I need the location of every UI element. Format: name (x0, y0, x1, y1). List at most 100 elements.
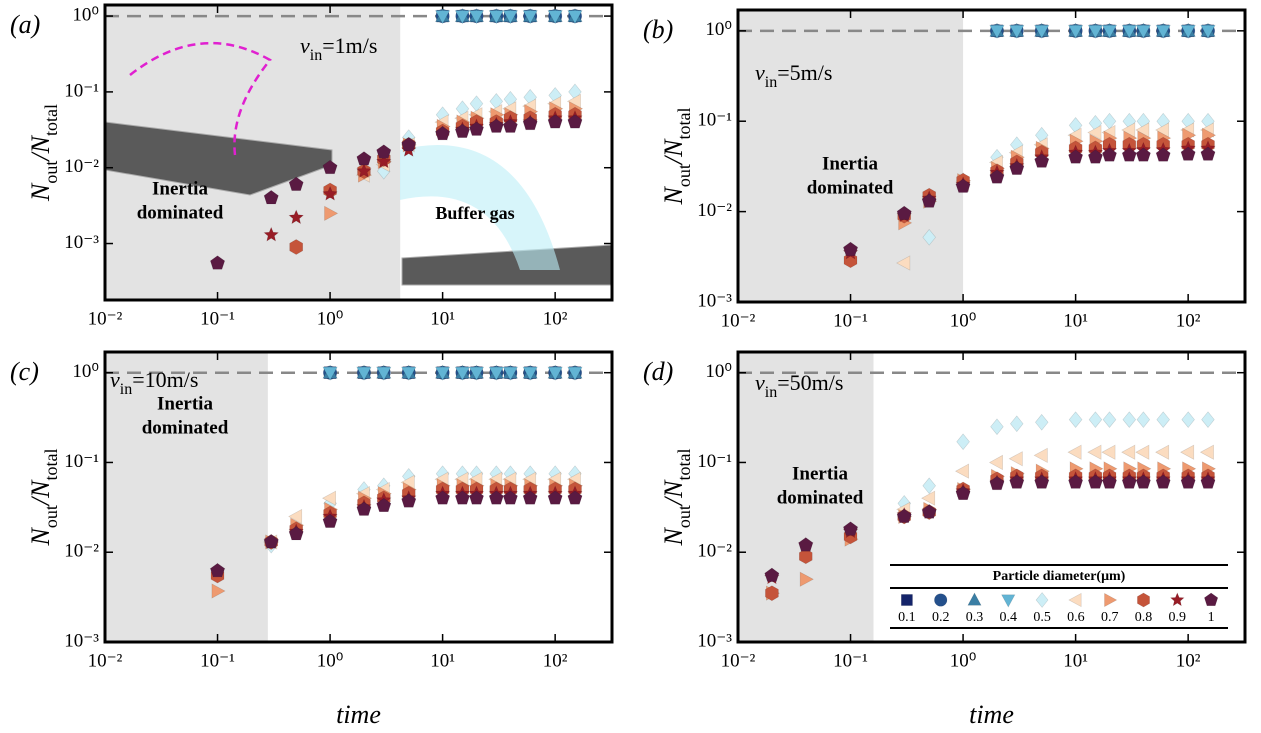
marker (289, 239, 304, 255)
marker (1087, 24, 1104, 39)
marker (356, 366, 372, 381)
marker (522, 490, 538, 505)
legend-label: 0.9 (1169, 610, 1187, 625)
marker (922, 228, 936, 246)
velocity-part: v (755, 60, 765, 85)
panel-label: (a) (10, 10, 40, 39)
y-axis-label-part: out (674, 505, 694, 528)
inertia-label: Inertia (157, 393, 213, 414)
velocity-label: vin=1m/s (300, 33, 377, 64)
y-tick-label: 10⁻³ (64, 630, 99, 651)
y-tick-label: 10⁻² (697, 541, 732, 562)
y-axis-label-part: N (659, 185, 688, 205)
inertia-label: Inertia (822, 153, 878, 174)
panel: 10⁻² 10⁻¹ 10⁰ 10¹ 10²10⁻³10⁻²10⁻¹10⁰(d)Nout/… (643, 350, 1247, 729)
marker (356, 151, 372, 166)
legend-bg (890, 563, 1228, 630)
y-axis-label-part: total (674, 108, 694, 140)
marker (488, 118, 504, 133)
marker (288, 209, 305, 225)
marker (376, 497, 392, 513)
y-tick-label: 10⁻¹ (697, 110, 732, 131)
marker (798, 548, 813, 565)
inertia-region (105, 352, 268, 642)
y-tick-label: 10⁻³ (64, 232, 99, 253)
marker (896, 255, 911, 271)
velocity-part: =10m/s (132, 367, 198, 392)
marker (896, 205, 912, 220)
inertia-label: Inertia (792, 463, 848, 484)
legend-label: 0.5 (1033, 610, 1051, 625)
marker (210, 563, 226, 578)
x-axis-label: time (969, 700, 1014, 729)
y-tick-label: 10⁰ (72, 361, 99, 382)
marker (1009, 474, 1025, 489)
inset-label: Buffer gas (435, 203, 514, 223)
marker (1102, 474, 1117, 489)
velocity-part: v (110, 367, 120, 392)
x-tick-label: 10⁻² (721, 310, 756, 331)
velocity-part: in (310, 47, 322, 64)
marker (502, 10, 519, 25)
marker (356, 501, 372, 516)
marker (900, 594, 913, 606)
marker (989, 169, 1005, 184)
marker (322, 185, 338, 201)
marker (1135, 122, 1150, 138)
marker (488, 10, 504, 25)
marker (1035, 592, 1049, 608)
marker (401, 137, 417, 152)
marker (1155, 444, 1170, 460)
y-tick-label: 10⁻² (64, 156, 99, 177)
marker (376, 366, 392, 381)
marker (435, 490, 451, 505)
y-axis-label: Nout/Ntotal (659, 108, 694, 206)
marker (454, 366, 471, 381)
velocity-part: in (765, 384, 777, 401)
marker (843, 521, 859, 536)
marker (356, 162, 372, 178)
marker (1199, 444, 1214, 460)
marker (288, 176, 304, 191)
x-tick-label: 10¹ (1063, 650, 1088, 671)
inertia-region (738, 352, 874, 642)
legend-title: Particle diameter(μm) (993, 569, 1126, 584)
marker (322, 366, 338, 381)
velocity-part: in (120, 381, 132, 398)
x-tick-label: 10⁻¹ (200, 650, 235, 671)
legend-label: 0.1 (898, 610, 916, 625)
velocity-part: =5m/s (777, 60, 832, 85)
marker (1121, 474, 1137, 489)
marker (211, 583, 226, 599)
marker (434, 10, 451, 25)
x-tick-label: 10⁰ (950, 310, 977, 331)
y-axis-label-part: out (41, 161, 61, 184)
y-axis-label-part: /N (659, 138, 688, 166)
inertia-label: dominated (142, 417, 229, 438)
marker (401, 493, 417, 508)
x-tick-label: 10⁻¹ (200, 308, 235, 329)
y-axis-label: Nout/Ntotal (26, 104, 61, 202)
marker (990, 418, 1004, 436)
marker (263, 226, 280, 242)
x-tick-label: 10² (1176, 650, 1201, 671)
marker (376, 144, 392, 159)
y-axis-label-part: total (674, 449, 694, 481)
marker (988, 454, 1003, 471)
marker (921, 193, 937, 208)
marker (934, 593, 948, 607)
marker (454, 10, 471, 25)
marker (1200, 146, 1216, 161)
marker (1068, 592, 1082, 608)
x-tick-label: 10² (1176, 310, 1201, 331)
marker (955, 178, 971, 193)
marker (954, 463, 970, 479)
y-tick-label: 10⁻¹ (64, 451, 99, 472)
marker (1068, 474, 1084, 489)
marker (469, 490, 484, 505)
marker (921, 504, 937, 519)
y-tick-label: 10⁰ (705, 19, 732, 40)
legend-label: 0.8 (1135, 610, 1153, 625)
legend-label: 0.4 (1000, 610, 1018, 625)
marker (502, 366, 519, 381)
